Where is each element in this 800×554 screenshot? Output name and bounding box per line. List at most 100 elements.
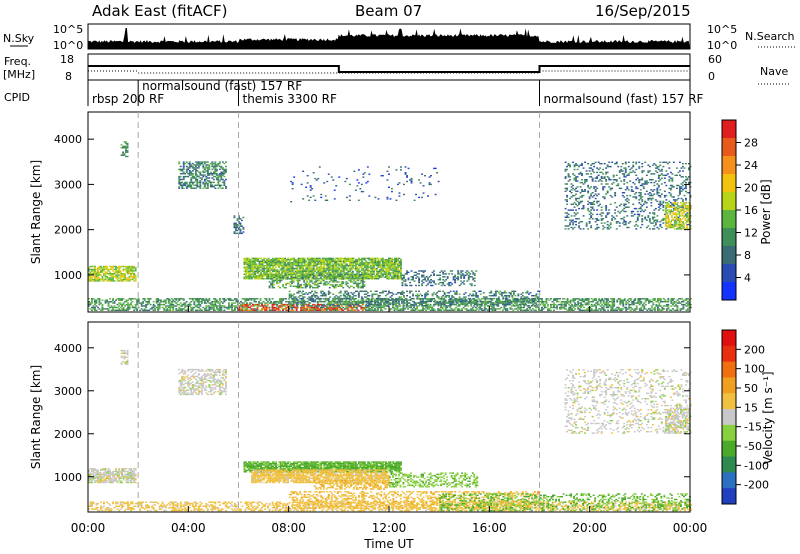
power-cell [104,278,107,281]
power-cell [572,301,575,303]
power-cell [316,303,319,306]
power-cell [267,303,269,306]
power-cell [300,295,303,297]
power-cell [125,270,128,272]
power-cell [547,309,549,311]
power-cell [302,260,305,262]
power-cell [352,282,355,285]
power-cell [349,278,352,280]
power-cell [249,259,252,261]
power-cell [239,229,242,232]
power-cell [275,272,277,274]
power-cell [363,284,366,286]
power-cell [202,167,205,169]
power-cell [602,301,605,303]
power-cell [228,298,230,300]
power-cell [483,308,486,310]
power-cell [302,269,305,271]
power-cell [338,257,341,260]
power-cell [289,302,292,304]
power-cell [460,277,463,279]
power-cell [258,303,260,306]
power-cell [128,306,131,309]
power-cell [172,303,175,306]
power-cell [340,281,343,283]
power-cell [240,305,242,307]
power-cell [395,278,398,280]
power-cell [188,186,191,188]
power-cell [184,175,187,178]
power-cell [360,300,363,303]
power-cell [304,301,307,303]
power-cell [623,306,626,309]
power-cell [365,262,368,264]
power-cell [288,272,291,274]
power-cell [107,277,110,279]
power-cell [291,276,294,279]
power-cell [338,305,341,307]
power-cell [690,303,692,306]
power-cell [113,305,116,307]
power-cell [88,301,90,303]
power-cell [272,262,274,264]
power-cell [244,306,247,309]
power-cell [539,309,542,311]
power-cell [245,276,247,278]
power-cell [450,308,453,310]
power-cell [128,298,131,300]
power-cell [356,267,359,270]
power-cell [368,278,371,280]
power-cell [581,303,584,306]
power-cell [270,301,272,303]
power-cell [577,298,579,300]
power-cell [372,266,375,268]
power-cell [202,170,205,172]
power-cell [293,267,296,270]
power-cell [321,270,324,273]
power-cell [324,281,327,283]
power-cell [294,273,297,275]
power-cell [634,309,637,311]
power-cell [285,274,288,276]
power-cell [101,277,104,279]
power-cell [125,150,127,152]
power-cell [239,232,242,235]
power-cell [211,186,214,188]
power-cell [501,309,504,311]
power-cell [302,272,305,274]
power-cell [241,219,243,222]
power-cell [246,262,249,264]
power-cell [297,264,300,267]
power-cell [449,301,452,303]
power-cell [296,264,299,267]
power-cell [181,298,184,300]
power-cell [309,262,312,264]
power-cell [408,305,411,307]
power-cell [119,270,122,272]
power-cell [676,309,679,311]
power-cell [196,183,199,185]
power-cell [288,267,291,270]
power-cell [205,187,208,189]
power-cell [619,309,622,311]
power-cell [270,263,273,265]
power-cell [368,275,371,277]
power-cell [187,186,190,188]
power-cell [455,301,458,303]
power-cell [425,284,428,287]
power-cell [357,293,360,295]
power-cell [353,264,356,267]
power-cell [286,282,289,285]
power-cell [225,168,227,171]
power-cell [300,275,303,277]
power-cell [255,263,258,265]
power-cell [339,259,342,261]
power-cell [498,299,501,301]
power-cell [302,262,305,264]
power-cell [486,298,489,300]
power-cell [243,306,245,309]
power-cell [276,279,278,282]
power-cell [202,298,205,300]
power-cell [368,259,371,261]
power-cell [318,269,321,271]
